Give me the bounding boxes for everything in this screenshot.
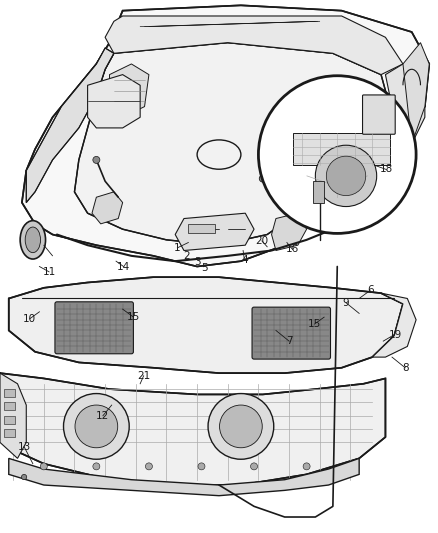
Polygon shape (175, 213, 254, 251)
FancyBboxPatch shape (363, 95, 395, 134)
Circle shape (40, 463, 47, 470)
Circle shape (93, 463, 100, 470)
Text: 9: 9 (343, 298, 350, 308)
Polygon shape (0, 373, 26, 458)
Circle shape (93, 156, 100, 164)
Text: 6: 6 (367, 286, 374, 295)
Text: 7: 7 (286, 336, 293, 346)
Polygon shape (110, 64, 149, 117)
Bar (4, 416, 15, 424)
Polygon shape (9, 458, 359, 496)
Text: 18: 18 (380, 165, 393, 174)
Text: 2: 2 (183, 251, 190, 261)
Text: 11: 11 (42, 267, 56, 277)
Bar (293, 133, 390, 165)
Polygon shape (26, 48, 114, 203)
Ellipse shape (20, 221, 46, 259)
Text: 12: 12 (96, 411, 110, 421)
Polygon shape (359, 64, 425, 192)
Bar (188, 224, 215, 233)
Bar (4, 389, 15, 397)
Ellipse shape (25, 227, 40, 253)
Text: 15: 15 (308, 319, 321, 329)
Polygon shape (22, 5, 429, 266)
Polygon shape (92, 192, 123, 224)
Circle shape (75, 405, 118, 448)
Circle shape (258, 76, 416, 233)
Circle shape (145, 463, 152, 470)
Text: 1: 1 (174, 243, 181, 253)
Text: 4: 4 (241, 255, 248, 265)
FancyBboxPatch shape (55, 302, 134, 354)
Text: 16: 16 (286, 245, 299, 254)
Text: 21: 21 (137, 371, 150, 381)
Circle shape (219, 405, 262, 448)
Polygon shape (272, 213, 307, 251)
Bar (4, 429, 15, 437)
FancyBboxPatch shape (252, 307, 331, 359)
Text: 8: 8 (402, 363, 409, 373)
Polygon shape (105, 16, 403, 75)
Text: 19: 19 (389, 330, 402, 340)
Circle shape (21, 474, 27, 480)
Text: 20: 20 (255, 236, 268, 246)
Text: 5: 5 (201, 263, 208, 272)
Circle shape (64, 393, 129, 459)
Polygon shape (9, 277, 403, 373)
Circle shape (303, 463, 310, 470)
Polygon shape (74, 43, 390, 245)
Circle shape (259, 175, 266, 182)
Text: 13: 13 (18, 442, 31, 451)
Circle shape (312, 146, 319, 153)
Polygon shape (320, 107, 364, 160)
Polygon shape (88, 75, 140, 128)
Circle shape (198, 463, 205, 470)
Text: 10: 10 (23, 314, 36, 324)
Polygon shape (0, 373, 385, 485)
Bar (313, 181, 324, 203)
Text: 14: 14 (117, 262, 130, 271)
Bar (4, 402, 15, 410)
Circle shape (208, 393, 274, 459)
Polygon shape (372, 293, 416, 357)
Text: 15: 15 (127, 312, 140, 322)
Text: 3: 3 (194, 257, 201, 267)
Circle shape (251, 463, 258, 470)
Circle shape (326, 156, 366, 196)
Circle shape (315, 145, 377, 207)
Polygon shape (403, 43, 429, 144)
